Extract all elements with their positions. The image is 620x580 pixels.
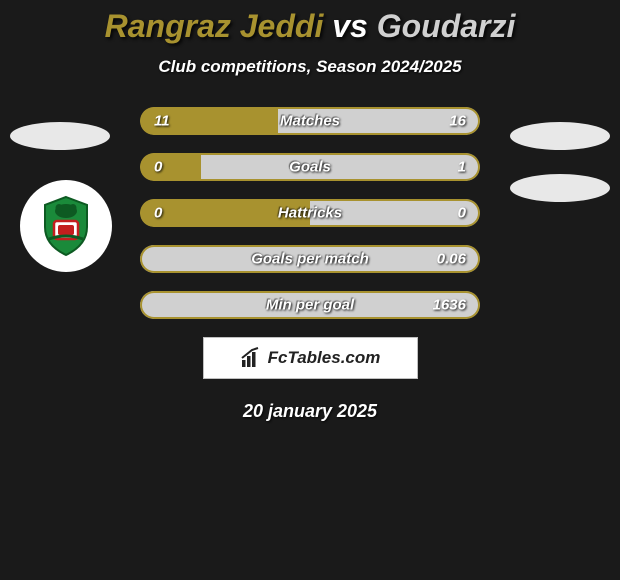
stat-value-left: 0 — [154, 159, 162, 176]
stat-row: Hattricks 0 0 — [140, 199, 480, 227]
player2-name: Goudarzi — [377, 8, 516, 44]
stat-label: Matches — [280, 113, 340, 130]
stat-label: Hattricks — [278, 205, 342, 222]
stat-value-right: 1636 — [433, 297, 466, 314]
stat-value-left: 11 — [154, 113, 170, 130]
comparison-panel: Rangraz Jeddi vs Goudarzi Club competiti… — [0, 0, 620, 422]
stat-label: Min per goal — [266, 297, 354, 314]
page-title: Rangraz Jeddi vs Goudarzi — [0, 8, 620, 45]
player2-badge-placeholder — [510, 122, 610, 150]
player1-club-logo — [20, 180, 112, 272]
stat-value-right: 0 — [458, 205, 466, 222]
stat-value-left: 0 — [154, 205, 162, 222]
stat-label: Goals per match — [251, 251, 369, 268]
brand-box[interactable]: FcTables.com — [203, 337, 418, 379]
stat-value-right: 1 — [458, 159, 466, 176]
stat-row: Matches 11 16 — [140, 107, 480, 135]
stat-value-right: 16 — [449, 113, 466, 130]
stat-value-right: 0.06 — [437, 251, 466, 268]
stats-list: Matches 11 16 Goals 0 1 Hattricks 0 0 Goals per m… — [140, 107, 480, 319]
subtitle: Club competitions, Season 2024/2025 — [0, 57, 620, 77]
club-crest-icon — [31, 191, 101, 261]
stat-label: Goals — [289, 159, 331, 176]
player2-club-placeholder — [510, 174, 610, 202]
player1-name: Rangraz Jeddi — [105, 8, 324, 44]
stat-row: Min per goal 1636 — [140, 291, 480, 319]
stat-row: Goals per match 0.06 — [140, 245, 480, 273]
player1-badge-placeholder — [10, 122, 110, 150]
chart-icon — [240, 347, 262, 369]
date-text: 20 january 2025 — [0, 401, 620, 422]
stat-row: Goals 0 1 — [140, 153, 480, 181]
brand-text: FcTables.com — [268, 348, 381, 368]
vs-text: vs — [332, 8, 368, 44]
